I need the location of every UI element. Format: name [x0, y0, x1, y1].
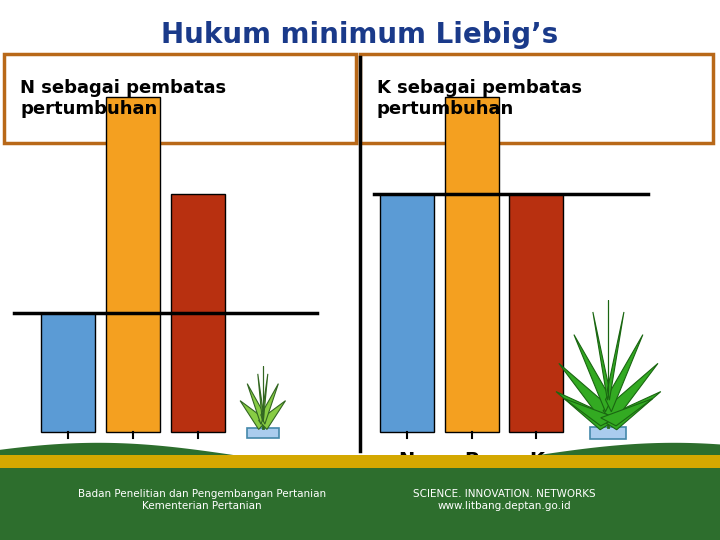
Bar — [42, 313, 95, 432]
Text: Badan Penelitian dan Pengembangan Pertanian
Kementerian Pertanian: Badan Penelitian dan Pengembangan Pertan… — [78, 489, 325, 511]
Bar — [0, 456, 720, 540]
Polygon shape — [258, 401, 286, 429]
Polygon shape — [600, 392, 661, 430]
Polygon shape — [593, 312, 609, 400]
FancyBboxPatch shape — [4, 54, 356, 143]
Polygon shape — [606, 335, 643, 411]
Text: N sebagai pembatas
pertumbuhan: N sebagai pembatas pertumbuhan — [20, 79, 226, 118]
Bar — [380, 194, 433, 432]
Polygon shape — [556, 392, 616, 430]
Bar — [0, 455, 720, 468]
Text: K sebagai pembatas
pertumbuhan: K sebagai pembatas pertumbuhan — [377, 79, 582, 118]
Polygon shape — [559, 363, 613, 422]
Polygon shape — [564, 399, 616, 426]
Polygon shape — [261, 383, 279, 424]
Text: Hukum minimum Liebig’s: Hukum minimum Liebig’s — [161, 21, 559, 49]
Text: P: P — [464, 451, 479, 470]
Bar — [510, 194, 563, 432]
Polygon shape — [608, 312, 624, 400]
Text: SCIENCE. INNOVATION. NETWORKS
www.litbang.deptan.go.id: SCIENCE. INNOVATION. NETWORKS www.litban… — [413, 489, 595, 511]
Polygon shape — [0, 443, 720, 540]
Polygon shape — [600, 399, 652, 426]
Bar — [107, 97, 160, 432]
Text: K: K — [529, 451, 544, 470]
Bar — [445, 97, 498, 432]
Text: K: K — [191, 451, 205, 470]
Polygon shape — [574, 335, 611, 411]
Text: N: N — [60, 451, 76, 470]
FancyBboxPatch shape — [360, 54, 713, 143]
FancyBboxPatch shape — [590, 427, 626, 439]
Polygon shape — [240, 401, 267, 429]
Bar — [171, 194, 225, 432]
Bar — [0, 455, 720, 467]
Text: N: N — [399, 451, 415, 470]
Text: P: P — [126, 451, 140, 470]
Polygon shape — [262, 374, 268, 421]
Polygon shape — [603, 363, 658, 422]
Polygon shape — [258, 374, 264, 421]
Polygon shape — [247, 383, 265, 424]
FancyBboxPatch shape — [246, 428, 279, 438]
